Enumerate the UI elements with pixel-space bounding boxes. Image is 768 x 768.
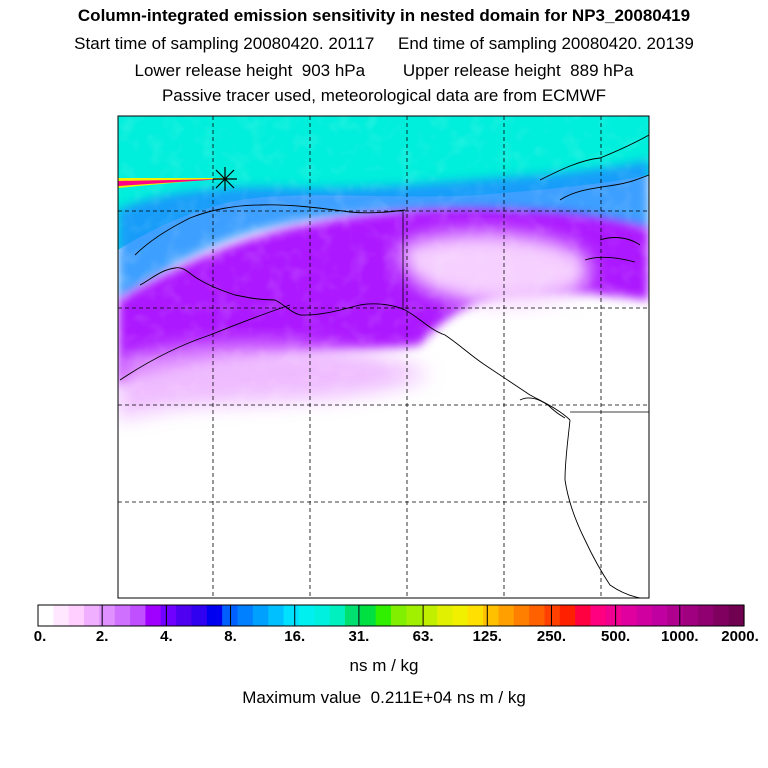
colorbar-frame bbox=[37, 604, 745, 627]
colorbar-tick-label: 4. bbox=[160, 628, 173, 645]
colorbar-swatch bbox=[114, 605, 131, 626]
colorbar-swatch bbox=[68, 605, 85, 626]
colorbar-swatch bbox=[605, 605, 622, 626]
plot-title: Column-integrated emission sensitivity i… bbox=[77, 6, 691, 25]
colorbar-tick-label: 0. bbox=[33, 628, 47, 645]
colorbar-swatch bbox=[176, 605, 193, 626]
colorbar-swatch bbox=[728, 605, 745, 626]
colorbar-tick-label: 2000. bbox=[721, 628, 759, 645]
map-frame bbox=[117, 115, 650, 599]
colorbar-swatch bbox=[621, 605, 638, 626]
max-value: Maximum value 0.211E+04 ns m / kg bbox=[242, 688, 526, 707]
colorbar-tick-label: 8. bbox=[224, 628, 237, 645]
political-borders bbox=[402, 210, 649, 413]
colorbar-tick-label: 31. bbox=[348, 628, 370, 645]
colorbar-swatch bbox=[667, 605, 684, 626]
colorbar-swatch bbox=[329, 605, 346, 626]
sensitivity-field bbox=[118, 116, 649, 598]
colorbar-swatch bbox=[636, 605, 653, 626]
colorbar-swatch bbox=[529, 605, 546, 626]
colorbar-swatch bbox=[99, 605, 116, 626]
colorbar-dividers bbox=[101, 605, 681, 626]
sampling-times: Start time of sampling 20080420. 20117 E… bbox=[74, 34, 694, 53]
colorbar-swatch bbox=[498, 605, 515, 626]
colorbar-swatch bbox=[651, 605, 668, 626]
colorbar-swatch bbox=[467, 605, 484, 626]
release-asterisk-icon bbox=[213, 167, 237, 191]
colorbar-swatch bbox=[713, 605, 730, 626]
colorbar-swatch bbox=[252, 605, 269, 626]
colorbar-swatch bbox=[544, 605, 561, 626]
colorbar-swatch bbox=[130, 605, 147, 626]
colorbar-swatch bbox=[283, 605, 300, 626]
colorbar-tick-label: 500. bbox=[601, 628, 631, 645]
graticule bbox=[118, 116, 649, 598]
colorbar-swatch bbox=[268, 605, 285, 626]
colorbar-swatch bbox=[298, 605, 315, 626]
colorbar-swatch bbox=[53, 605, 70, 626]
colorbar-swatch bbox=[513, 605, 530, 626]
colorbar-tick-label: 125. bbox=[472, 628, 502, 645]
colorbar-tick-label: 16. bbox=[284, 628, 306, 645]
colorbar bbox=[38, 605, 745, 626]
colorbar-swatch bbox=[559, 605, 576, 626]
colorbar-swatch bbox=[391, 605, 407, 626]
colorbar-swatch bbox=[160, 605, 177, 626]
colorbar-tick-label: 1000. bbox=[661, 628, 699, 645]
colorbar-swatch bbox=[360, 605, 377, 626]
colorbar-swatch bbox=[590, 605, 607, 626]
colorbar-swatch bbox=[191, 605, 208, 626]
colorbar-tick-label: 250. bbox=[536, 628, 567, 645]
colorbar-swatch bbox=[697, 605, 714, 626]
colorbar-swatch bbox=[575, 605, 592, 626]
colorbar-swatch bbox=[406, 605, 423, 626]
colorbar-swatch bbox=[237, 605, 254, 626]
colorbar-swatch bbox=[38, 605, 54, 626]
colorbar-swatch bbox=[452, 605, 469, 626]
colorbar-swatch bbox=[145, 605, 162, 626]
colorbar-unit: ns m / kg bbox=[349, 656, 419, 675]
colorbar-swatch bbox=[314, 605, 331, 626]
plume-core bbox=[118, 179, 224, 186]
colorbar-swatch bbox=[437, 605, 453, 626]
release-heights: Lower release height 903 hPa Upper relea… bbox=[134, 61, 634, 80]
tracer-info: Passive tracer used, meteorological data… bbox=[161, 86, 607, 105]
colorbar-swatch bbox=[682, 605, 699, 626]
colorbar-swatch bbox=[375, 605, 392, 626]
colorbar-swatch bbox=[84, 605, 100, 626]
colorbar-tick-label: 2. bbox=[95, 628, 109, 645]
colorbar-swatch bbox=[483, 605, 500, 626]
colorbar-swatch bbox=[421, 605, 438, 626]
colorbar-swatch bbox=[344, 605, 361, 626]
colorbar-swatch bbox=[206, 605, 223, 626]
colorbar-tick-label: 63. bbox=[412, 628, 434, 645]
